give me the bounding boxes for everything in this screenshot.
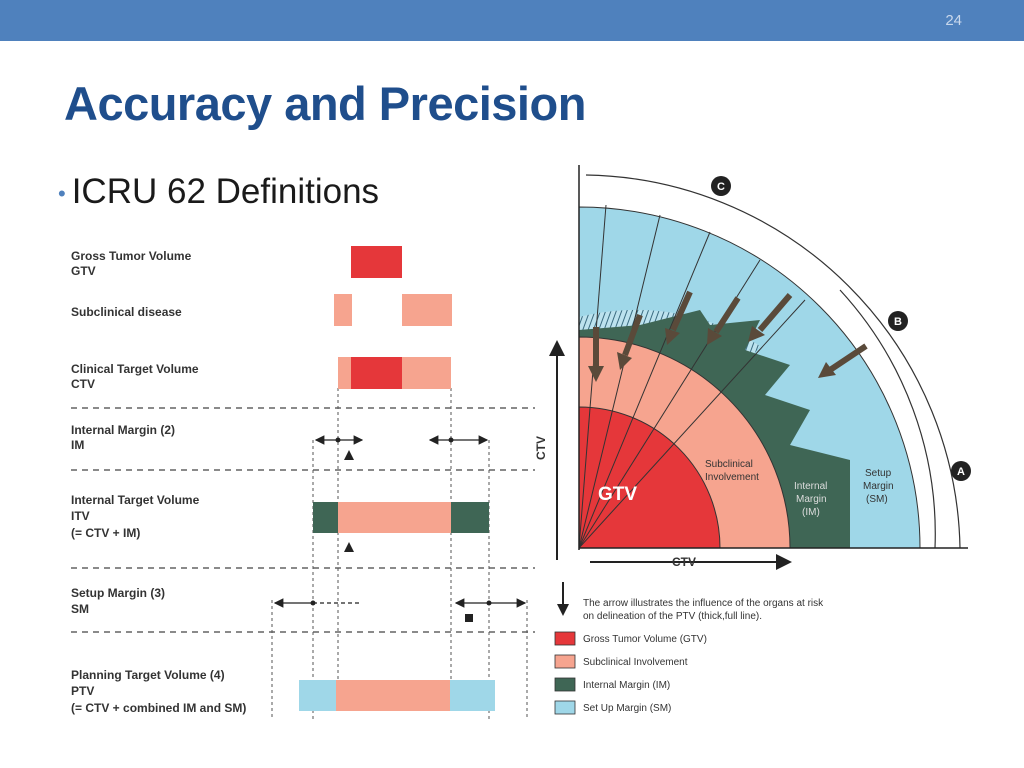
gtv-region — [578, 406, 721, 549]
svg-text:A: A — [957, 466, 965, 478]
row-im-line2: IM — [71, 438, 84, 452]
left-diagram: Gross Tumor Volume GTV Subclinical disea… — [71, 246, 535, 720]
subclinical-bar-right — [402, 294, 452, 326]
legend-swatch-gtv — [554, 631, 576, 646]
im-label-2: Margin — [796, 494, 827, 505]
slide-title: Accuracy and Precision — [64, 77, 586, 130]
row-itv-line2: ITV — [71, 509, 90, 523]
legend: The arrow illustrates the influence of t… — [554, 582, 824, 715]
ctv-axis-label-horizontal: CTV — [672, 555, 696, 569]
bullet-item: • ICRU 62 Definitions — [58, 172, 379, 212]
triangle-marker-icon — [344, 450, 354, 460]
arc-b — [839, 289, 936, 549]
right-diagram: CTV CTV C B A — [534, 165, 971, 715]
legend-item-gtv: Gross Tumor Volume (GTV) — [583, 634, 707, 645]
legend-item-sm: Set Up Margin (SM) — [583, 703, 671, 714]
row-ptv-line2: PTV — [71, 684, 94, 698]
guides — [271, 388, 528, 720]
sm-label-1: Setup — [865, 468, 892, 479]
legend-item-subclinical: Subclinical Involvement — [583, 657, 688, 668]
row-ptv-line3: (= CTV + combined IM and SM) — [71, 701, 246, 715]
legend-note-2: on delineation of the PTV (thick,full li… — [583, 611, 762, 622]
gtv-label: GTV — [598, 484, 637, 505]
svg-text:C: C — [717, 181, 725, 193]
row-sm-line1: Setup Margin (3) — [71, 586, 165, 600]
itv-ctv-core — [338, 502, 451, 533]
separators — [71, 407, 535, 633]
sm-label-3: (SM) — [866, 494, 888, 505]
row-ctv-line1: Clinical Target Volume — [71, 362, 199, 376]
row-sm-line2: SM — [71, 602, 89, 616]
row-im-line1: Internal Margin (2) — [71, 423, 175, 437]
legend-swatch-subclinical — [554, 654, 576, 669]
oar-arrowheads — [588, 326, 836, 382]
ctv-gtv-core — [351, 357, 402, 389]
row-ctv-line2: CTV — [71, 377, 95, 391]
square-marker-icon — [465, 614, 473, 622]
oar-arrows — [593, 290, 868, 373]
legend-swatch-sm — [554, 700, 576, 715]
svg-text:B: B — [894, 316, 902, 328]
ctv-axis-label-vertical: CTV — [534, 436, 548, 460]
subclinical-label-1: Subclinical — [705, 459, 753, 470]
row-subclinical-line1: Subclinical disease — [71, 305, 182, 319]
im-label-1: Internal — [794, 481, 827, 492]
marker-c: C — [711, 176, 731, 196]
subclinical-bar-left — [334, 294, 352, 326]
row-itv-line1: Internal Target Volume — [71, 493, 200, 507]
triangle-marker-icon-2 — [344, 542, 354, 552]
top-bar: 24 — [0, 0, 1024, 41]
gtv-bar — [351, 246, 402, 278]
subclinical-label-2: Involvement — [705, 472, 759, 483]
row-gtv-line1: Gross Tumor Volume — [71, 249, 192, 263]
row-ptv-line1: Planning Target Volume (4) — [71, 668, 225, 682]
marker-a: A — [951, 461, 971, 481]
legend-swatch-im — [554, 677, 576, 692]
legend-item-im: Internal Margin (IM) — [583, 680, 670, 691]
row-itv-line3: (= CTV + IM) — [71, 526, 140, 540]
marker-b: B — [888, 311, 908, 331]
bullet-dot-icon: • — [58, 180, 66, 206]
ptv-ctv-core — [336, 680, 450, 711]
legend-note-1: The arrow illustrates the influence of t… — [583, 598, 824, 609]
im-label-3: (IM) — [802, 507, 820, 518]
arrow-down-icon — [557, 604, 569, 616]
arc-c — [585, 174, 961, 549]
sm-label-2: Margin — [863, 481, 894, 492]
slide-number: 24 — [945, 12, 962, 29]
row-gtv-line2: GTV — [71, 264, 96, 278]
bullet-text: ICRU 62 Definitions — [71, 172, 380, 211]
